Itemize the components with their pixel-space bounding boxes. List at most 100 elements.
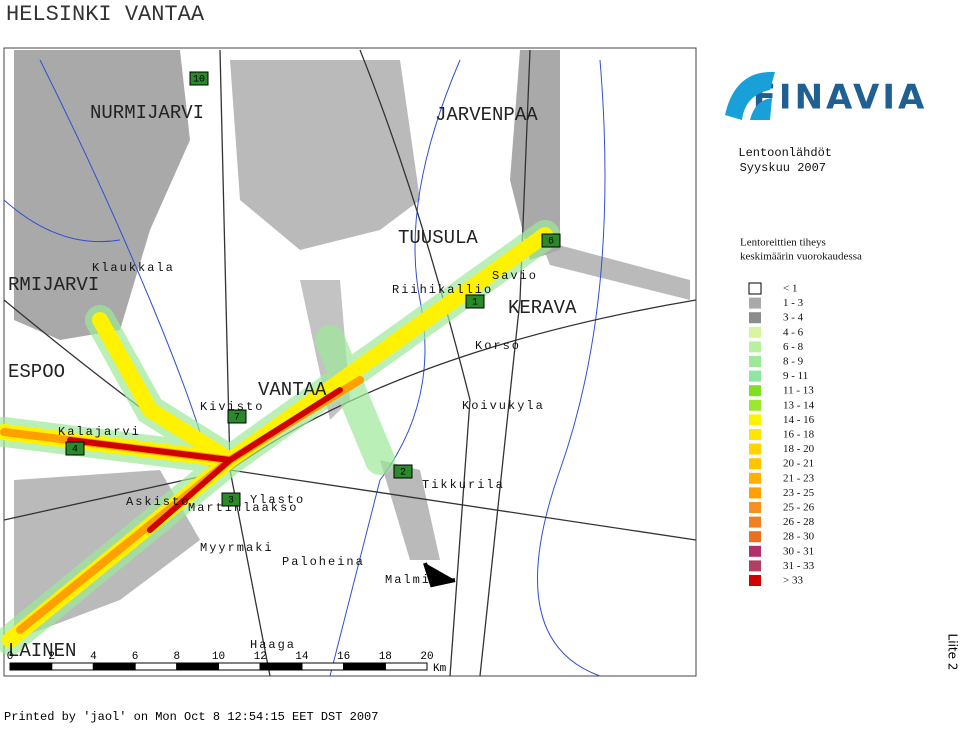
subtitle: Lentoonlähdöt <box>738 146 832 160</box>
legend-swatch <box>749 356 761 367</box>
route-marker <box>465 294 485 309</box>
legend-label: 18 - 20 <box>783 443 815 455</box>
place-label: Malmi <box>385 573 431 587</box>
place-label: Korso <box>475 339 521 353</box>
place-label: LAINEN <box>8 640 76 662</box>
place-label: Haaga <box>250 638 296 652</box>
scale-segment <box>134 662 178 671</box>
footer: Printed by 'jaol' on Mon Oct 8 12:54:15 … <box>4 710 378 724</box>
route-marker <box>189 71 209 86</box>
legend-swatch <box>749 341 761 353</box>
place-label: Koivukyla <box>462 399 545 413</box>
place-label: RMIJARVI <box>8 274 99 296</box>
scale-segment <box>51 662 94 671</box>
scale-segment <box>92 662 136 671</box>
scale-segment <box>259 662 303 671</box>
scale-segment <box>343 662 386 671</box>
legend-swatch <box>749 312 761 324</box>
legend-swatch <box>749 575 761 586</box>
scale-tick-label: 6 <box>132 651 139 663</box>
legend-swatch <box>749 429 761 440</box>
route-marker <box>393 464 413 479</box>
legend-swatch <box>749 516 761 528</box>
legend-swatch <box>749 472 761 484</box>
logo: FINAVIA <box>753 78 928 118</box>
legend-swatch <box>749 297 761 309</box>
legend-label: 16 - 18 <box>783 429 815 441</box>
legend-title: Lentoreittien tiheys <box>740 237 826 249</box>
scale-segment <box>384 662 428 671</box>
route-marker-label: 4 <box>72 445 78 456</box>
scale-segment <box>9 662 53 671</box>
place-label: Tikkurila <box>422 478 505 492</box>
scale-tick-label: 10 <box>212 651 225 663</box>
scale-segment <box>218 662 261 671</box>
legend-swatch <box>749 531 761 543</box>
scale-tick-label: 14 <box>295 651 309 663</box>
route-marker <box>221 492 241 507</box>
flight-paths <box>0 220 560 655</box>
legend-label: 14 - 16 <box>783 414 815 426</box>
legend-label: 3 - 4 <box>783 312 804 324</box>
legend-swatch <box>749 385 761 397</box>
place-label: Riihikallio <box>392 283 493 297</box>
legend-label: < 1 <box>783 283 797 295</box>
place-label: Ylasto <box>250 493 305 507</box>
place-label: JARVENPAA <box>435 104 538 126</box>
place-label: NURMIJARVI <box>90 102 204 124</box>
place-label: Klaukkala <box>92 261 175 275</box>
route-marker-label: 1 <box>472 298 478 309</box>
route-marker-label: 3 <box>228 496 234 507</box>
legend-title: keskimäärin vuorokaudessa <box>740 251 862 263</box>
legend-label: 25 - 26 <box>783 502 815 514</box>
place-label: TUUSULA <box>398 227 478 249</box>
side-note: Liite 2 <box>946 634 960 671</box>
place-label: Paloheina <box>282 555 365 569</box>
place-label: KERAVA <box>508 297 577 319</box>
legend-swatch <box>749 370 761 382</box>
route-marker <box>541 233 561 248</box>
legend-label: 9 - 11 <box>783 370 808 382</box>
scale-tick-label: 16 <box>337 651 350 663</box>
place-label: Kalajarvi <box>58 425 141 439</box>
period: Syyskuu 2007 <box>740 161 826 175</box>
route-marker-label: 7 <box>234 413 240 424</box>
place-label: ESPOO <box>8 361 65 383</box>
scale-tick-label: 20 <box>420 651 433 663</box>
legend-label: 11 - 13 <box>783 385 814 397</box>
title: HELSINKI VANTAA <box>6 2 205 27</box>
scale-tick-label: 0 <box>7 651 14 663</box>
airport <box>423 562 456 588</box>
legend-swatch <box>749 560 761 572</box>
legend-label: 28 - 30 <box>783 531 815 543</box>
scale-tick-label: 2 <box>48 651 55 663</box>
legend-label: 4 - 6 <box>783 326 804 338</box>
legend-swatch <box>749 458 761 470</box>
legend-label: 8 - 9 <box>783 356 804 368</box>
legend-swatch <box>749 399 761 411</box>
legend-swatch <box>749 326 761 338</box>
place-label: Savio <box>492 269 538 283</box>
route-marker-label: 2 <box>400 468 406 479</box>
legend-label: 13 - 14 <box>783 399 815 411</box>
scale-tick-label: 8 <box>173 651 180 663</box>
legend-swatch <box>749 487 761 499</box>
legend-swatch <box>749 443 761 455</box>
legend-label: 21 - 23 <box>783 472 815 484</box>
place-label: Myyrmaki <box>200 541 274 555</box>
scale-segment <box>301 662 345 671</box>
legend-label: 6 - 8 <box>783 341 804 353</box>
route-marker <box>65 441 85 456</box>
legend-label: 1 - 3 <box>783 297 804 309</box>
place-label: Martinlaakso <box>188 501 298 515</box>
route-marker <box>227 409 247 424</box>
legend-label: 30 - 31 <box>783 545 814 557</box>
place-label: VANTAA <box>258 379 327 401</box>
legend-swatch <box>749 502 761 513</box>
place-label: Kivisto <box>200 400 264 414</box>
legend-label: 31 - 33 <box>783 560 815 572</box>
legend-label: 26 - 28 <box>783 516 815 528</box>
scale-tick-label: 18 <box>379 651 392 663</box>
route-marker-label: 6 <box>548 237 554 248</box>
